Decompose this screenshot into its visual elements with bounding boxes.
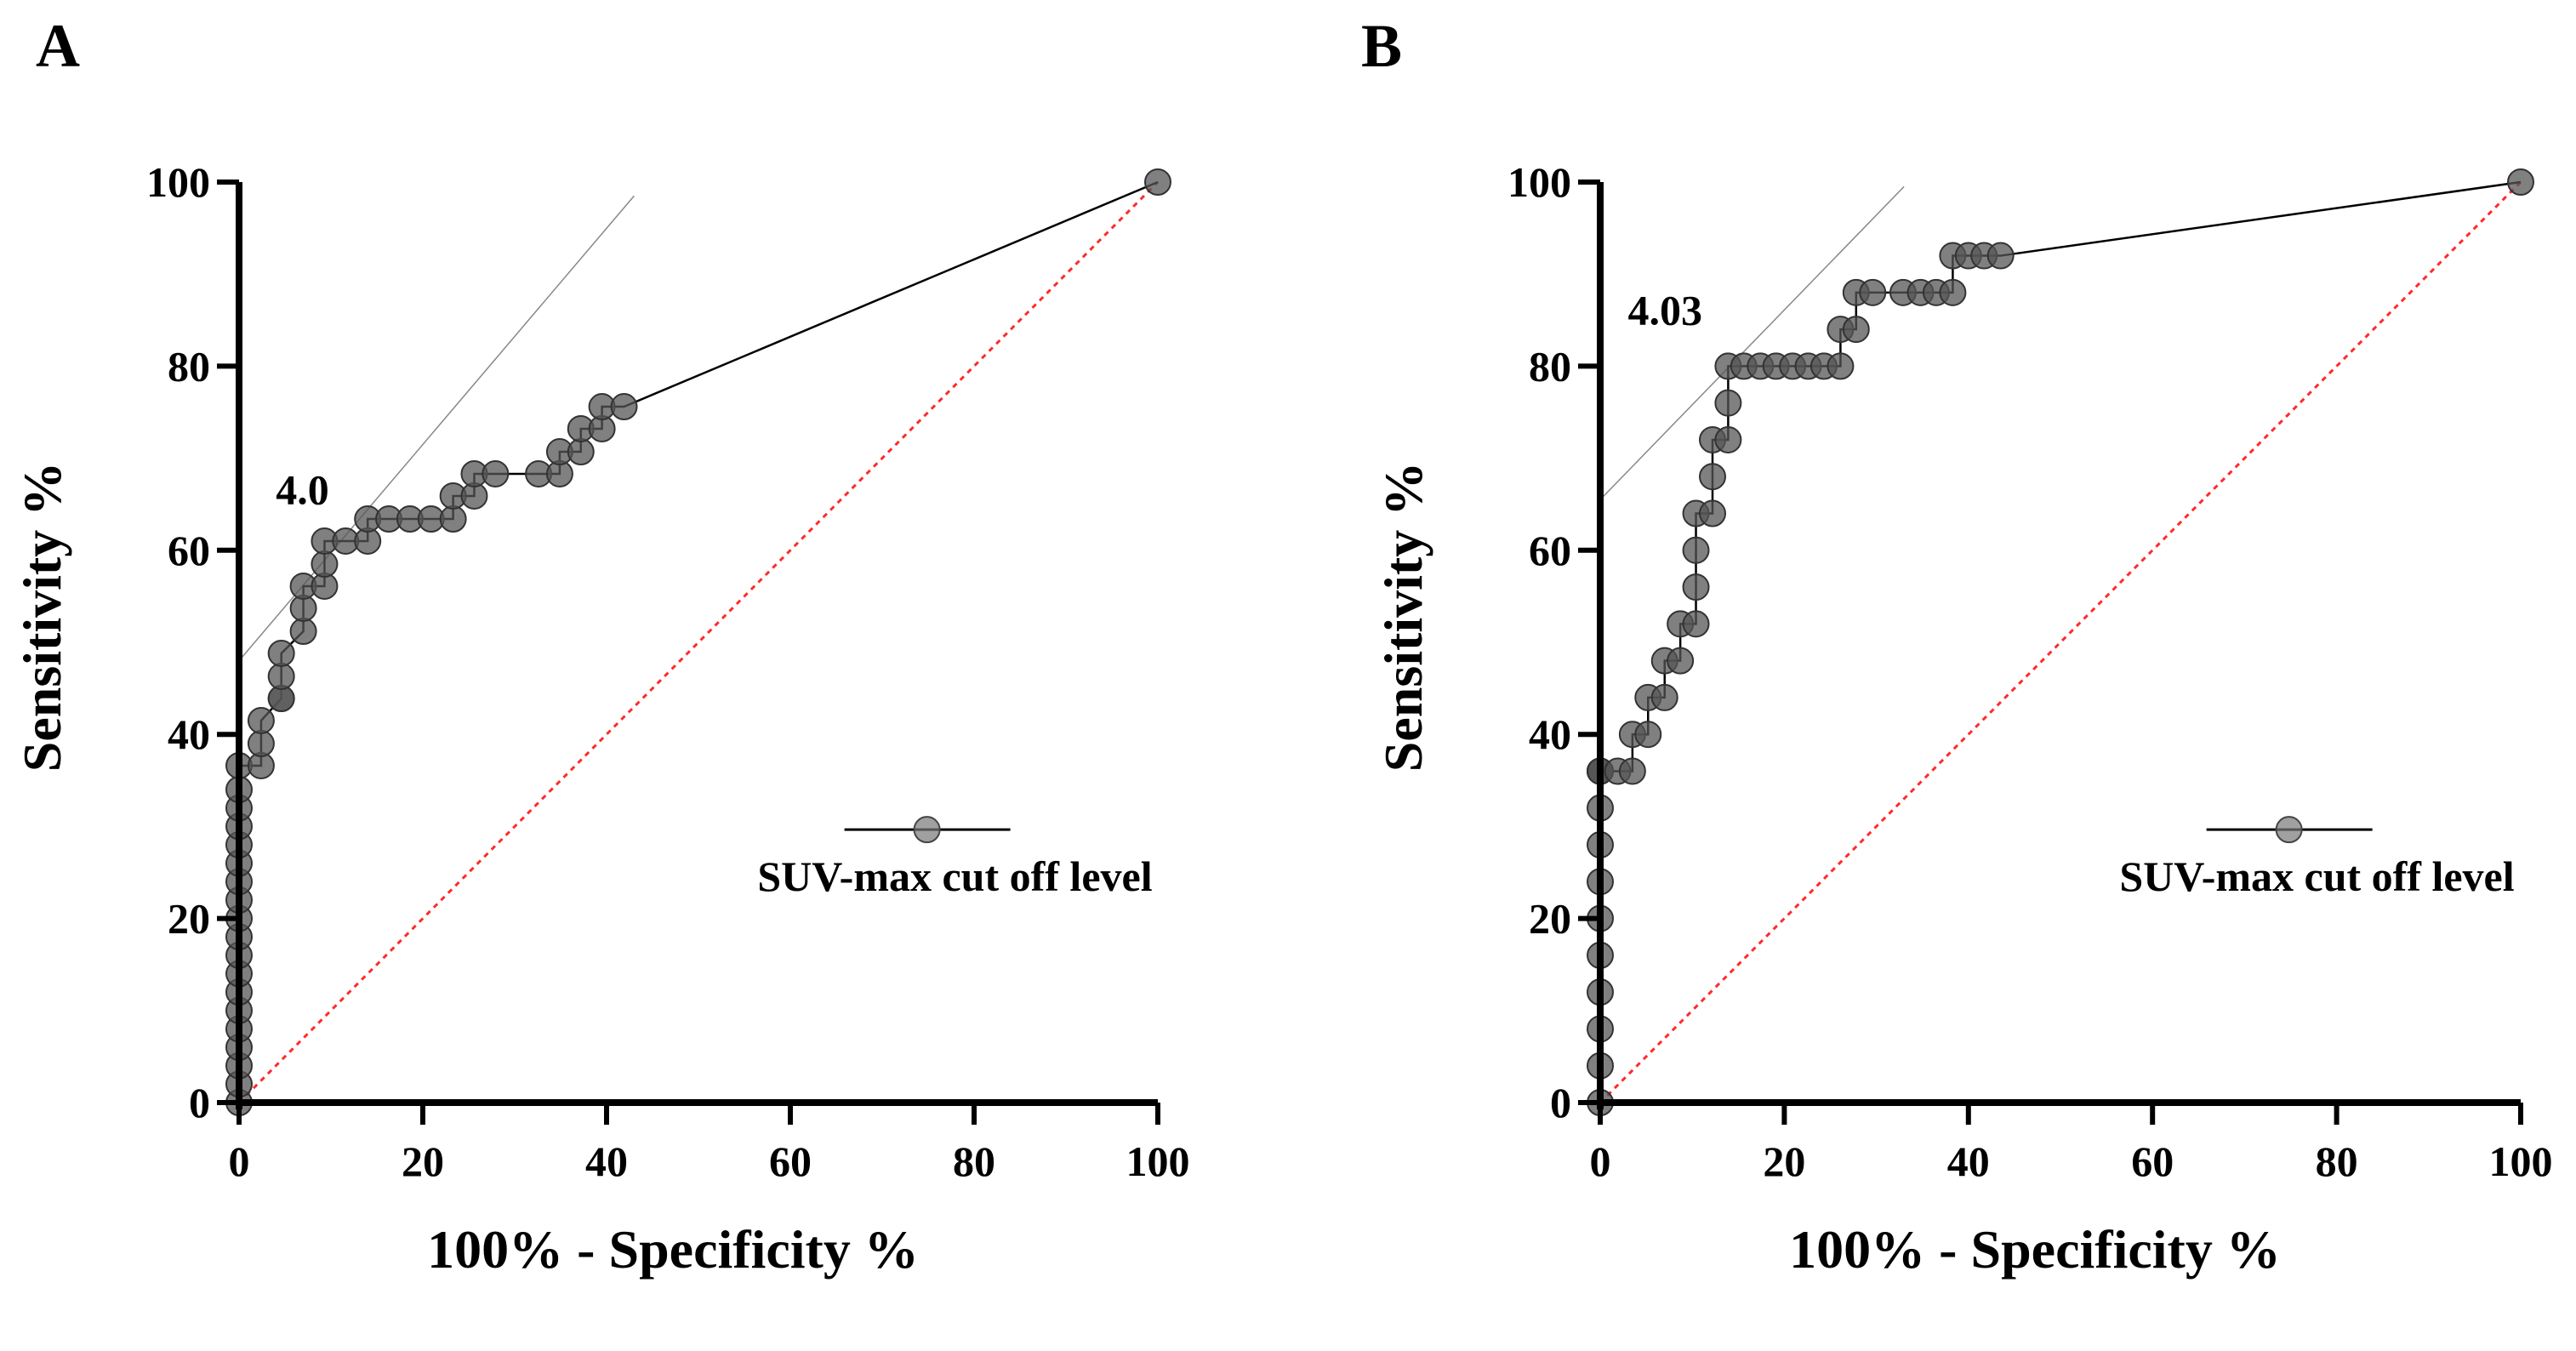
data-point bbox=[1634, 721, 1662, 749]
y-tick-label: 80 bbox=[168, 342, 210, 390]
y-tick-label: 40 bbox=[1529, 710, 1571, 758]
data-point bbox=[2507, 168, 2534, 196]
data-point bbox=[1986, 242, 2015, 270]
data-point bbox=[1827, 352, 1855, 380]
data-point bbox=[1682, 573, 1710, 601]
x-tick-label: 40 bbox=[1947, 1137, 1990, 1185]
x-tick-label: 100 bbox=[1126, 1137, 1190, 1185]
y-tick-label: 40 bbox=[168, 710, 210, 758]
data-point bbox=[1714, 425, 1742, 453]
y-tick-label: 60 bbox=[1529, 527, 1571, 574]
data-point bbox=[610, 393, 638, 421]
y-axis-label: Sensitivity % bbox=[1373, 462, 1433, 772]
y-axis-label: Sensitivity % bbox=[12, 462, 72, 772]
y-tick-label: 100 bbox=[1507, 158, 1571, 206]
x-tick-label: 0 bbox=[1590, 1137, 1611, 1185]
x-tick-label: 60 bbox=[2131, 1137, 2174, 1185]
y-tick-label: 20 bbox=[1529, 895, 1571, 943]
x-tick-label: 60 bbox=[769, 1137, 812, 1185]
y-tick-label: 20 bbox=[168, 895, 210, 943]
x-tick-label: 20 bbox=[1763, 1137, 1805, 1185]
y-tick-label: 100 bbox=[146, 158, 210, 206]
y-tick-label: 60 bbox=[168, 527, 210, 574]
x-tick-label: 40 bbox=[585, 1137, 628, 1185]
x-tick-label: 100 bbox=[2489, 1137, 2553, 1185]
y-tick-label: 0 bbox=[189, 1079, 210, 1126]
y-tick-label: 0 bbox=[1550, 1079, 1571, 1126]
panel-label-a: A bbox=[36, 12, 80, 80]
data-point bbox=[267, 639, 295, 667]
data-point bbox=[482, 459, 510, 487]
data-point bbox=[1650, 683, 1678, 711]
cutoff-tangent-line bbox=[1599, 185, 1905, 500]
data-point bbox=[1667, 647, 1695, 675]
data-point bbox=[1144, 168, 1171, 196]
data-point bbox=[1714, 389, 1742, 417]
data-point bbox=[1682, 610, 1710, 638]
legend-marker bbox=[913, 816, 941, 844]
reference-diagonal-line bbox=[1599, 180, 2522, 1104]
panel-label-b: B bbox=[1361, 12, 1403, 80]
data-point bbox=[1842, 316, 1870, 344]
cutoff-annotation: 4.0 bbox=[276, 466, 329, 514]
data-point bbox=[1618, 757, 1646, 785]
data-point bbox=[1699, 463, 1727, 491]
x-tick-label: 80 bbox=[2316, 1137, 2358, 1185]
x-tick-label: 80 bbox=[953, 1137, 995, 1185]
data-point bbox=[1859, 278, 1887, 306]
cutoff-annotation: 4.03 bbox=[1627, 287, 1702, 334]
x-tick-label: 20 bbox=[402, 1137, 444, 1185]
data-point bbox=[1939, 278, 1967, 306]
data-point bbox=[1699, 499, 1727, 527]
data-point bbox=[1682, 536, 1710, 564]
x-axis-label: 100% - Specificity % bbox=[1789, 1219, 2281, 1280]
x-tick-label: 0 bbox=[229, 1137, 250, 1185]
y-tick-label: 80 bbox=[1529, 342, 1571, 390]
data-point bbox=[247, 706, 275, 734]
legend-marker bbox=[2275, 816, 2303, 844]
roc-chart-a: 0 20 40 60 80 100 0 20 40 60 80 100 100% - Specifici… bbox=[12, 158, 1190, 1280]
legend-label: SUV-max cut off level bbox=[757, 852, 1152, 900]
x-axis-label: 100% - Specificity % bbox=[427, 1219, 919, 1280]
legend-label: SUV-max cut off level bbox=[2119, 852, 2514, 900]
reference-diagonal-line bbox=[237, 180, 1160, 1104]
